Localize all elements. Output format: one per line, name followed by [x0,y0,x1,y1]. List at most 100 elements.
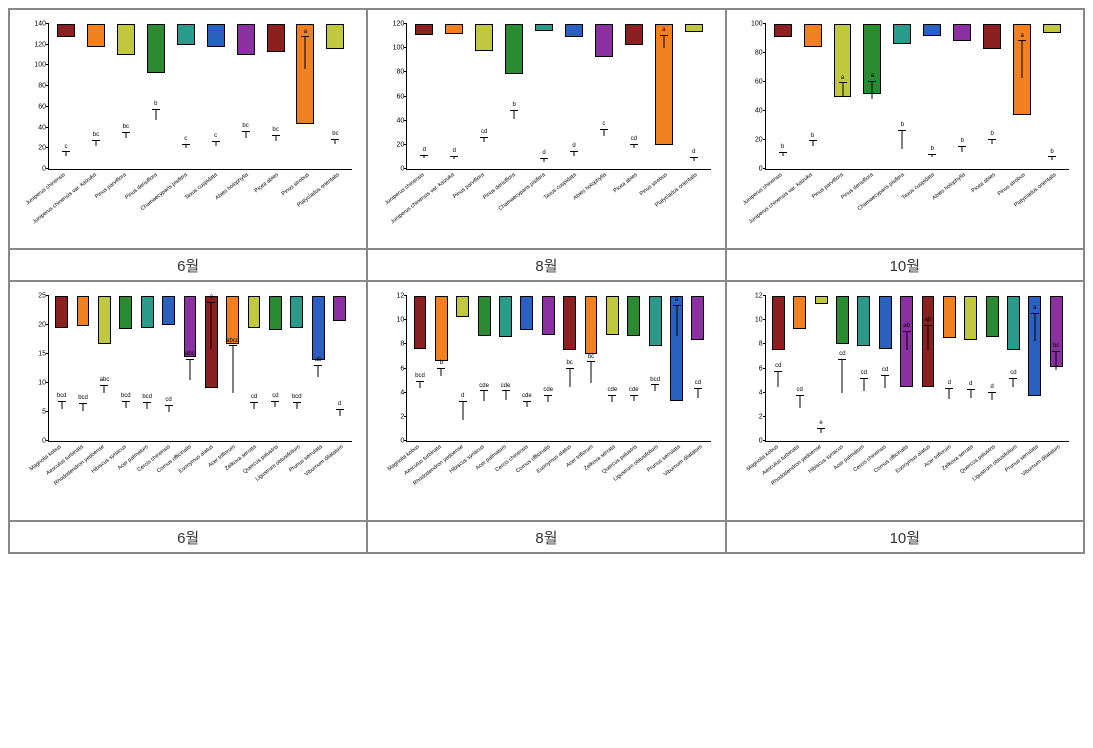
bar [625,24,643,45]
significance-label: bc [123,124,129,130]
bar [953,24,971,41]
bar-wrap: d [960,296,981,441]
bars-container: ddcdbddccdad [407,24,710,169]
x-label: Cornus officinalis [178,442,200,514]
error-bar [697,389,698,397]
x-label: Juniperus chinensis var. kaizuka [795,170,825,242]
x-label: Pinus strobus [1008,170,1038,242]
bar [414,296,427,349]
chart-cell-r1c2: 020406080100120ddcdbddccdadJuniperus chi… [367,9,725,249]
y-tick-label: 80 [755,50,766,57]
error-cap [903,331,911,332]
error-cap [988,392,996,393]
x-label: Acer triflorum [580,442,602,514]
significance-label: b [811,133,814,139]
bar-wrap: b [768,24,798,169]
x-label: Hibiscus syriacus [830,442,852,514]
error-bar [505,391,506,399]
bar [649,296,662,346]
x-labels: Magnolia kobusAesculus turbinataRhododen… [406,442,710,514]
significance-label: c [214,133,217,139]
error-cap [544,395,552,396]
bar [983,24,1001,49]
error-cap [122,401,130,402]
y-tick-label: 120 [393,21,408,28]
significance-label: d [338,401,341,407]
significance-label: bc [93,132,99,138]
bar-wrap: cd [619,24,649,169]
x-label: Cercis chinensis [515,442,537,514]
label-text: 10월 [890,527,921,548]
bar-wrap: abc [179,296,200,441]
y-tick-label: 40 [397,117,408,124]
y-tick-label: 12 [755,293,766,300]
bar [879,296,892,349]
error-bar [95,141,96,146]
bar [55,296,68,328]
error-cap [182,144,190,145]
bar [435,296,448,361]
significance-label: d [572,143,575,149]
error-bar [275,136,276,141]
error-cap [480,137,488,138]
significance-label: cd [631,136,637,142]
error-cap [868,81,876,82]
bar-wrap: cde [602,296,623,441]
x-label: Platycladus orientalis [1039,170,1069,242]
bar-wrap: bc [111,24,141,169]
significance-label: bc [566,360,572,366]
bar [595,24,613,57]
error-cap [774,371,782,372]
significance-label: a [304,29,307,35]
error-cap [967,389,975,390]
x-label: Abies holophylla [589,170,619,242]
error-bar [1056,352,1057,370]
chart-label: 10월 [726,249,1084,281]
significance-label: bcd [142,394,152,400]
significance-label: a [871,73,874,79]
bar [943,296,956,338]
bar [772,296,785,350]
error-bar [548,396,549,402]
significance-label: cde [522,393,532,399]
chart-label: 8월 [367,521,725,553]
error-bar [514,111,515,119]
significance-label: cd [251,394,257,400]
error-cap [207,302,215,303]
y-tick-label: 20 [755,137,766,144]
x-labels: Magnolia kobusAesculus turbinataRhododen… [48,442,352,514]
significance-label: cd [797,387,803,393]
x-label: Abies holophylla [231,170,261,242]
bars-container: cbcbcbccbcbcabc [49,24,352,169]
x-label: Prunus serrulata [309,442,331,514]
error-cap [450,156,458,157]
y-tick-label: 80 [397,69,408,76]
bar [147,24,165,73]
error-cap [100,385,108,386]
error-cap [293,402,301,403]
significance-label: cd [165,397,171,403]
x-label: Taxus cuspidata [917,170,947,242]
bar-wrap: b [887,24,917,169]
error-cap [587,361,595,362]
error-bar [424,156,425,158]
chart-cell-r2c3: 024681012cdcdecdcdcdababdddcdabcMagnolia… [726,281,1084,521]
significance-label: d [453,148,456,154]
y-tick-label: 140 [34,21,49,28]
significance-label: cd [839,351,845,357]
bar [269,296,282,330]
chart-cell-r1c1: 020406080100120140cbcbcbccbcbcabcJuniper… [9,9,367,249]
bar [685,24,703,32]
bar-wrap: bc [261,24,291,169]
error-cap [510,110,518,111]
x-label: Prunus serrulata [667,442,689,514]
bar-wrap: cde [538,296,559,441]
bar-wrap: cd [469,24,499,169]
error-bar [902,131,903,148]
error-bar [885,376,886,388]
significance-label: d [969,381,972,387]
bar-wrap: cd [875,296,896,441]
bar-wrap: b [141,24,171,169]
chart-cell-r2c1: 0510152025bcdbcdabcbcdbcdcdabcaabcdcdcdb… [9,281,367,521]
x-label: Pinus parviflora [826,170,856,242]
